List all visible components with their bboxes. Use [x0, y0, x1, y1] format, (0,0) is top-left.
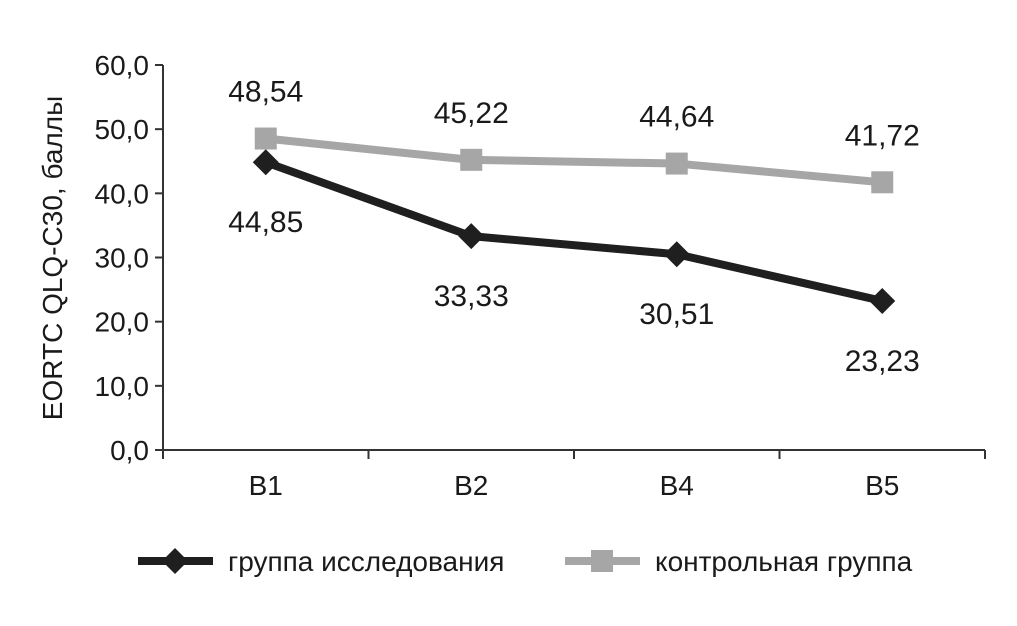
square-marker	[254, 127, 277, 150]
legend-label: контрольная группа	[655, 546, 913, 577]
series-control-group	[254, 127, 894, 194]
diamond-marker	[252, 149, 279, 176]
data-label: 41,72	[845, 119, 920, 152]
data-label: 30,51	[639, 298, 714, 331]
series-study-group	[252, 149, 896, 314]
diamond-marker	[869, 287, 896, 314]
legend-label: группа исследования	[228, 546, 504, 577]
series-line	[264, 158, 884, 305]
data-label: 33,33	[434, 280, 509, 313]
diamond-marker	[458, 223, 485, 250]
data-label: 45,22	[434, 97, 509, 130]
y-tick-label: 20,0	[95, 307, 150, 338]
legend: группа исследования контрольная группа	[138, 546, 913, 577]
y-tick-label: 0,0	[110, 435, 149, 466]
x-tick-label: В5	[865, 470, 899, 501]
y-axis-label: EORTC QLQ-C30, баллы	[37, 96, 68, 420]
y-tick-label: 10,0	[95, 371, 150, 402]
y-tick-label: 60,0	[95, 50, 150, 81]
x-ticks: В1 В2 В4 В5	[162, 450, 986, 501]
legend-item: группа исследования	[138, 546, 504, 577]
legend-item: контрольная группа	[565, 546, 913, 577]
x-tick-label: В4	[660, 470, 694, 501]
x-tick-label: В1	[249, 470, 283, 501]
y-ticks: 0,0 10,0 20,0 30,0 40,0 50,0 60,0	[95, 50, 163, 466]
data-label: 44,64	[639, 101, 714, 134]
data-label: 23,23	[845, 345, 920, 378]
legend-diamond-marker	[162, 548, 188, 574]
diamond-marker	[663, 241, 690, 268]
legend-square-marker	[591, 550, 613, 572]
y-tick-label: 50,0	[95, 114, 150, 145]
x-tick-label: В2	[454, 470, 488, 501]
data-label: 48,54	[228, 76, 303, 109]
series-line	[265, 134, 883, 187]
square-marker	[871, 171, 894, 194]
data-label: 44,85	[228, 206, 303, 239]
y-tick-label: 40,0	[95, 178, 150, 209]
square-marker	[460, 148, 483, 171]
square-marker	[665, 152, 688, 175]
y-tick-label: 30,0	[95, 243, 150, 274]
series-layer: 44,85 33,33 30,51 23,23 48,54 45,22 44,64 41,72	[228, 76, 920, 378]
